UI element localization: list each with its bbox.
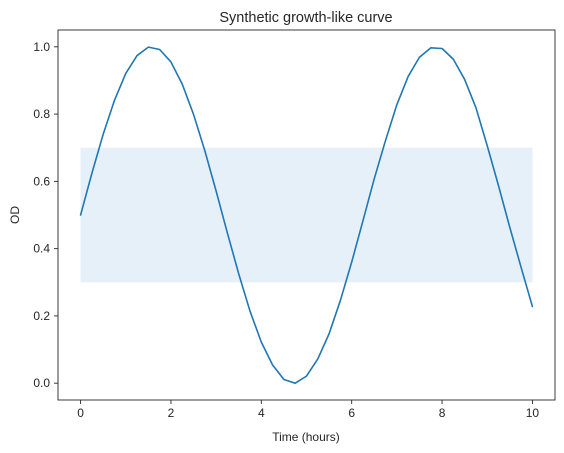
y-tick-label: 0.4 [33,242,50,256]
y-tick-label: 0.0 [33,376,50,390]
series-line-0 [79,46,534,384]
x-tick-label: 0 [77,406,84,420]
y-tick-label: 0.8 [33,107,50,121]
plot-area: 0 2 4 6 8 10 0.0 0.2 0.4 0.6 0.8 1.0 [33,29,556,420]
y-tick-label: 1.0 [33,40,50,54]
axes-frame [57,29,556,401]
chart-title: Synthetic growth-like curve [219,10,392,26]
x-tick-label: 6 [348,406,355,420]
x-tick-label: 4 [258,406,265,420]
x-tick-label: 2 [168,406,175,420]
x-tick-label: 10 [526,406,540,420]
shaded-band [80,147,533,283]
x-tick-label: 8 [439,406,446,420]
y-axis-label: OD [8,206,22,224]
x-axis-label: Time (hours) [272,430,340,444]
y-tick-label: 0.2 [33,309,50,323]
y-tick-label: 0.6 [33,174,50,188]
